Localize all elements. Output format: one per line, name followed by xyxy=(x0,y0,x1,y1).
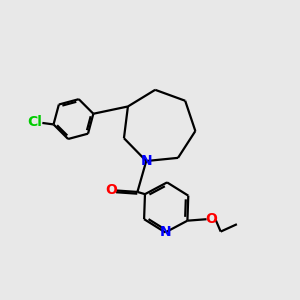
Text: N: N xyxy=(140,154,152,168)
Text: O: O xyxy=(105,184,117,197)
Text: Cl: Cl xyxy=(27,116,42,129)
Text: O: O xyxy=(206,212,218,226)
Text: N: N xyxy=(160,225,171,239)
